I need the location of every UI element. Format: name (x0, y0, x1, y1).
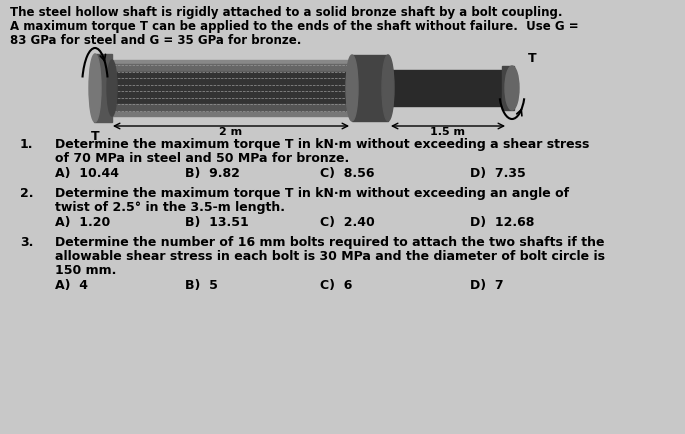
Bar (94, 54, 112, 122)
Bar (502, 66, 514, 110)
Text: 150 mm.: 150 mm. (55, 264, 116, 277)
Ellipse shape (346, 55, 358, 121)
Text: of 70 MPa in steel and 50 MPa for bronze.: of 70 MPa in steel and 50 MPa for bronze… (55, 152, 349, 165)
Bar (384, 70, 510, 106)
Ellipse shape (107, 60, 117, 116)
Text: B)  9.82: B) 9.82 (185, 167, 240, 180)
Text: 83 GPa for steel and G = 35 GPa for bronze.: 83 GPa for steel and G = 35 GPa for bron… (10, 34, 301, 47)
Text: 3.: 3. (20, 236, 34, 249)
Text: C)  2.40: C) 2.40 (320, 216, 375, 229)
Text: 2.: 2. (20, 187, 34, 200)
Text: 1.5 m: 1.5 m (430, 127, 466, 137)
Text: D)  12.68: D) 12.68 (470, 216, 534, 229)
Text: D)  7.35: D) 7.35 (470, 167, 526, 180)
Bar (352, 55, 388, 121)
Bar (108, 72, 352, 104)
Bar (108, 60, 352, 64)
Bar (108, 112, 352, 116)
Text: D)  7: D) 7 (470, 279, 503, 292)
Text: T: T (90, 130, 99, 143)
Bar (366, 60, 374, 116)
Text: twist of 2.5° in the 3.5-m length.: twist of 2.5° in the 3.5-m length. (55, 201, 285, 214)
Text: allowable shear stress in each bolt is 30 MPa and the diameter of bolt circle is: allowable shear stress in each bolt is 3… (55, 250, 605, 263)
Text: B)  13.51: B) 13.51 (185, 216, 249, 229)
Text: Determine the maximum torque T in kN·m without exceeding an angle of: Determine the maximum torque T in kN·m w… (55, 187, 569, 200)
Text: The steel hollow shaft is rigidly attached to a solid bronze shaft by a bolt cou: The steel hollow shaft is rigidly attach… (10, 6, 562, 19)
Text: A)  4: A) 4 (55, 279, 88, 292)
Ellipse shape (382, 55, 394, 121)
Text: A maximum torque T can be applied to the ends of the shaft without failure.  Use: A maximum torque T can be applied to the… (10, 20, 579, 33)
Text: A)  1.20: A) 1.20 (55, 216, 110, 229)
Text: Determine the maximum torque T in kN·m without exceeding a shear stress: Determine the maximum torque T in kN·m w… (55, 138, 589, 151)
Bar (108, 104, 352, 112)
Text: Determine the number of 16 mm bolts required to attach the two shafts if the: Determine the number of 16 mm bolts requ… (55, 236, 604, 249)
Text: C)  8.56: C) 8.56 (320, 167, 375, 180)
Ellipse shape (89, 54, 101, 122)
Text: T: T (527, 52, 536, 65)
Text: 2 m: 2 m (219, 127, 242, 137)
Text: C)  6: C) 6 (320, 279, 352, 292)
Text: 1.: 1. (20, 138, 34, 151)
Ellipse shape (505, 66, 519, 110)
Text: B)  5: B) 5 (185, 279, 218, 292)
Bar (108, 64, 352, 72)
Text: A)  10.44: A) 10.44 (55, 167, 119, 180)
